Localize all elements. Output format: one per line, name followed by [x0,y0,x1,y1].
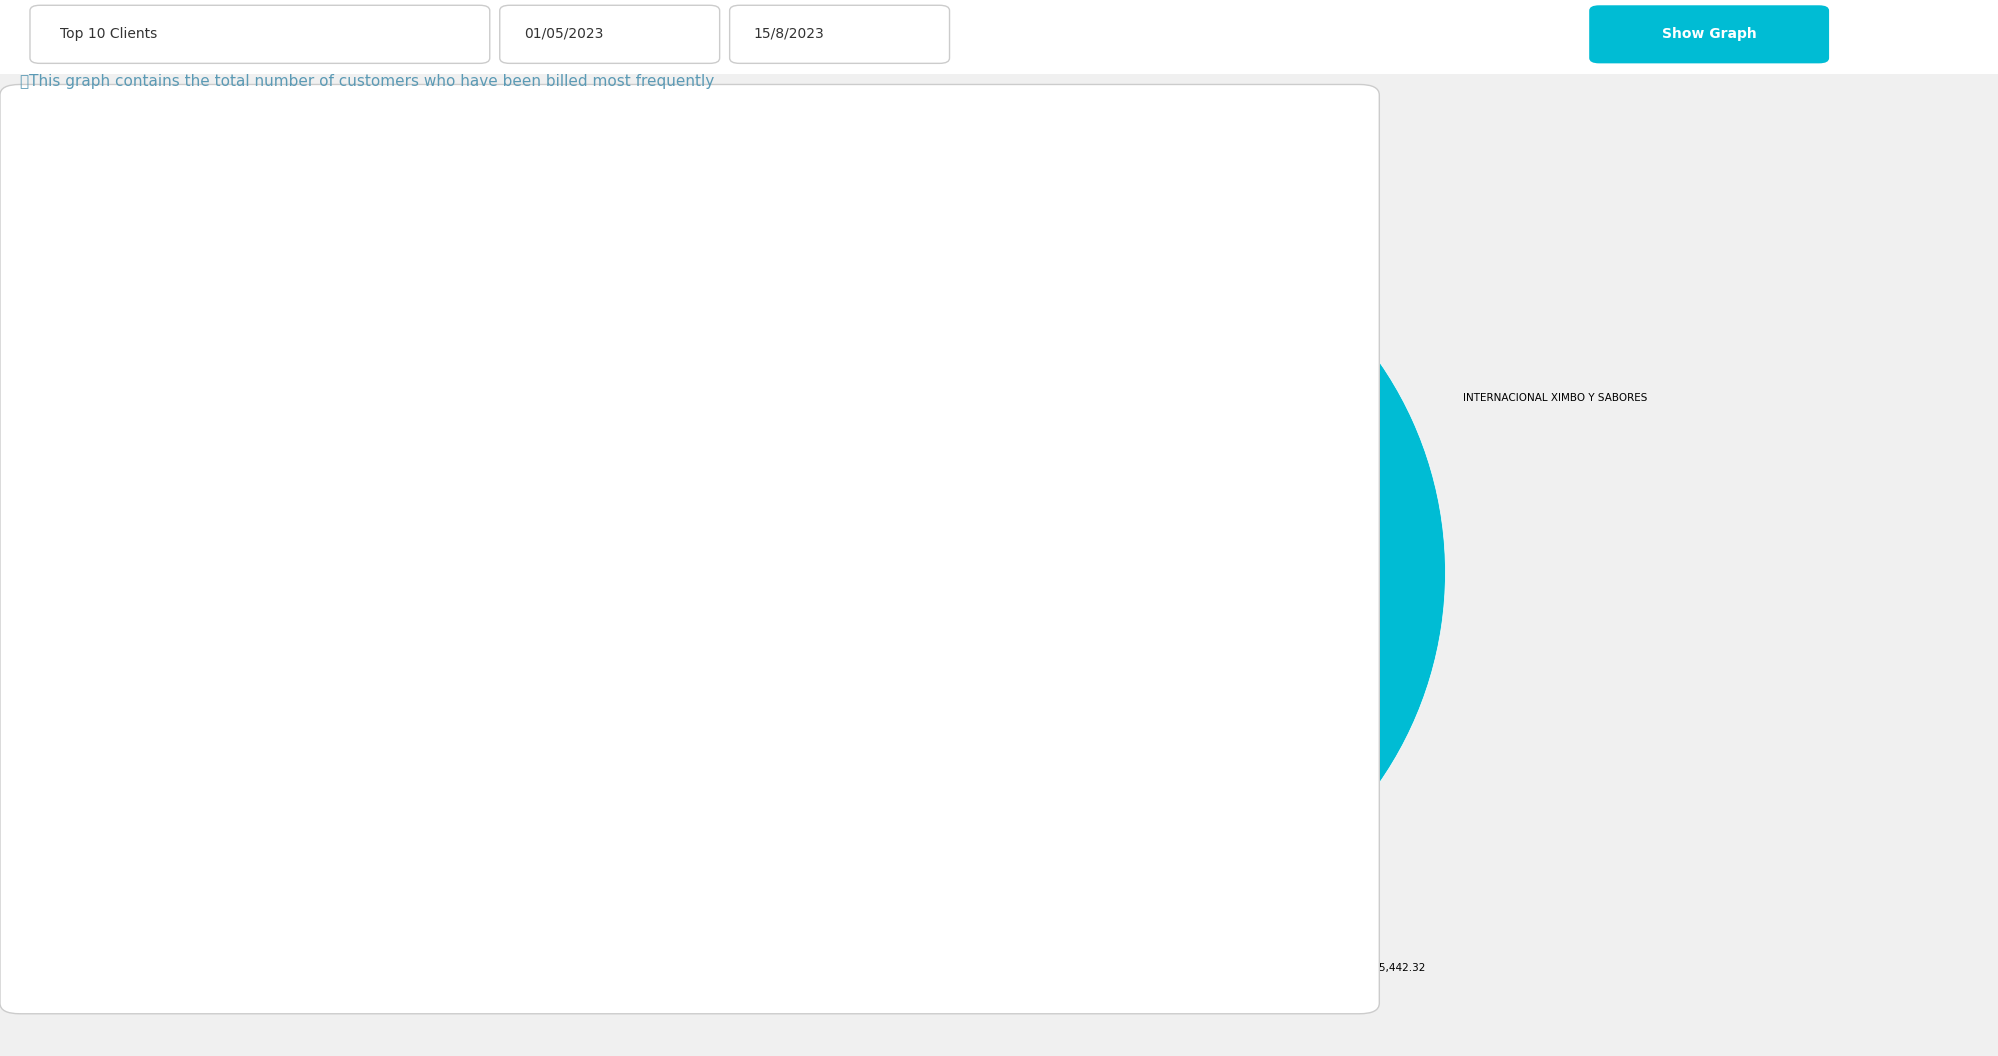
Text: ESCUELA KEMPER URGATE $5,442.32: ESCUELA KEMPER URGATE $5,442.32 [1231,962,1425,973]
Wedge shape [707,389,1077,576]
Text: XOCHILT CASAS CHAVEZ $2,005.4: XOCHILT CASAS CHAVEZ $2,005.4 [575,295,751,305]
Wedge shape [841,246,1077,572]
Text: BERENICE XIMO QUEZADA $620: BERENICE XIMO QUEZADA $620 [887,145,1053,154]
Text: HERRERIA & ELECTRICOS $954: HERRERIA & ELECTRICOS $954 [833,152,995,162]
Wedge shape [757,289,1077,572]
Text: 01/05/2023: 01/05/2023 [523,26,603,41]
Wedge shape [1037,204,1077,572]
Wedge shape [761,572,1077,939]
Text: Show Graph: Show Graph [1660,26,1756,41]
Text: INDUSTRIA ILUMINADORA DE ALMACENES $5,241: INDUSTRIA ILUMINADORA DE ALMACENES $5,24… [591,924,847,934]
Text: Top 10 Clients: Top 10 Clients [60,26,158,41]
Text: 📄This graph contains the total number of customers who have been billed most fre: 📄This graph contains the total number of… [20,74,713,89]
Text: 15/8/2023: 15/8/2023 [753,26,823,41]
Wedge shape [1077,204,1445,815]
Wedge shape [975,206,1077,572]
Text: ANEL INDUSTIA JUGUETERA $3,013: ANEL INDUSTIA JUGUETERA $3,013 [488,681,669,692]
Text: CECILIA MIRANDA SANCHEZ $3,000: CECILIA MIRANDA SANCHEZ $3,000 [482,459,667,470]
Text: INNOVACION VALOR Y DESARROLLO $1,215: INNOVACION VALOR Y DESARROLLO $1,215 [613,215,841,225]
Wedge shape [1037,572,1353,941]
Wedge shape [707,572,1077,761]
Text: INTERNACIONAL XIMBO Y SABORES: INTERNACIONAL XIMBO Y SABORES [1463,393,1646,402]
Text: EVERARDO VERDUZCO HERNANDEZ $1,160: EVERARDO VERDUZCO HERNANDEZ $1,160 [691,174,919,184]
Wedge shape [905,218,1077,572]
